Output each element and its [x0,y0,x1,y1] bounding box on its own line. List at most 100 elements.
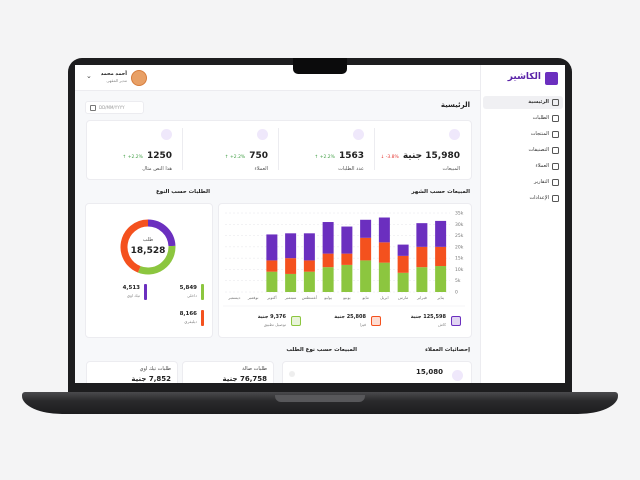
stat-row: 750 ↑ +2.2% [225,151,268,161]
stat-icon [257,129,268,140]
menu-label: التصنيفات [528,147,549,153]
menu-label: العملاء [535,163,549,169]
stats-panel [86,120,472,180]
summary-label: توصيل تطبيق [263,322,286,327]
pie-chart-title: الطلبات حسب النوع [155,189,210,195]
legend-value: 4,513 [122,285,140,291]
donut-segment [147,219,176,247]
customer-stats-title: إحصائيات العملاء [425,347,470,353]
change-arrow: ↑ [122,155,128,160]
screen: الكاشير الرئيسية الطلبات المنتجات التصنيفات… [75,65,565,383]
order-type-value: 76,758 جنية [222,375,267,383]
donut-segment [137,245,176,275]
menu-icon [552,163,559,170]
bar-segment [378,262,390,292]
brand-name: الكاشير [507,72,541,82]
date-placeholder: DD/MM/YYYY [99,105,125,110]
sidebar: الكاشير الرئيسية الطلبات المنتجات التصنيفات… [480,65,565,383]
stat-row: 15,980 جنية ↓ -3.8% [381,151,460,161]
donut-center-label: طلب [143,237,154,243]
stat-row: 1563 ↑ +2.2% [315,151,364,161]
x-tick-label: يونيو [342,295,351,300]
summary-value: 9,376 جنية [257,314,286,320]
bar-segment [416,267,428,292]
change-arrow: ↑ [224,155,230,160]
legend-value: 8,166 [179,311,197,317]
stat-divider [278,128,279,170]
brand-logo [545,72,558,85]
date-input[interactable]: DD/MM/YYYY [85,101,144,114]
sales-by-type-title: المبيعات حسب نوع الطلب [286,347,357,353]
stat-change: ↑ +2.2% [123,155,143,160]
menu-icon [552,115,559,122]
summary-value: 25,808 جنية [334,314,366,320]
x-tick-label: نوفمبر [247,295,259,300]
x-tick-label: ديسمبر [227,295,240,300]
y-tick-label: 20k [455,244,464,250]
x-tick-label: يوليو [323,295,332,300]
y-tick-label: 25k [455,233,464,239]
menu-label: المنتجات [530,131,549,137]
bar-segment [397,255,409,273]
bar-segment [285,258,297,274]
bar-segment [341,226,353,254]
user-avatar[interactable] [131,70,147,86]
calendar-icon [90,105,96,111]
bar-segment [303,271,315,292]
stat-change: ↑ +2.2% [315,155,335,160]
menu-item[interactable]: العملاء [483,160,563,173]
y-tick-label: 10k [455,267,464,273]
laptop-hinge [275,395,365,402]
donut-center-value: 18,528 [131,246,166,256]
menu-label: التقارير [533,179,549,185]
user-role: مدير المقهى [106,78,127,83]
stat-label: المبيعات [442,166,460,172]
bar-segment [416,246,428,268]
bar-segment [285,233,297,259]
page-title: الرئيسية [440,101,470,109]
menu-label: الرئيسية [528,99,549,105]
menu-item[interactable]: المنتجات [483,128,563,141]
bar-segment [378,217,390,243]
x-tick-label: فبراير [416,295,427,300]
x-tick-label: أكتوبر [266,295,277,300]
order-type-value: 7,852 جنية [131,375,171,383]
change-text: -3.8% [385,155,399,160]
menu-icon [552,131,559,138]
bar-chart-title: المبيعات حسب الشهر [411,189,470,195]
menu-icon [552,179,559,186]
bar-segment [397,244,409,256]
stat-icon [449,129,460,140]
bar-segment [397,272,409,292]
bar-segment [435,246,447,267]
bar-segment [341,253,353,265]
donut-segment [120,219,149,273]
order-type-card: طلبات صالة 76,758 جنية [182,361,274,383]
legend-value: 5,849 [179,285,197,291]
menu-item[interactable]: التقارير [483,176,563,189]
menu-item[interactable]: الإعدادات [483,192,563,205]
chart-layer: 0 5k 10k 15k 20k 25k 30k 35k يناير فبراير مارس ابري… [120,211,465,307]
dropdown-arrow[interactable]: ⌄ [86,72,92,80]
info-icon [289,371,295,377]
summary-icon [451,316,461,326]
y-tick-label: 30k [455,222,464,228]
menu-item[interactable]: التصنيفات [483,144,563,157]
bar-segment [360,219,372,238]
x-tick-label: أغسطس [302,295,317,300]
legend-bar [201,310,204,326]
top-bar: ⌄ أحمد محمد مدير المقهى [75,65,480,91]
bar-segment [303,233,315,261]
x-tick-label: يناير [436,295,444,300]
summary-label: كاش [437,322,446,327]
stat-divider [374,128,375,170]
summary-label: فيزا [359,322,366,327]
menu-label: الطلبات [532,115,549,121]
user-name: أحمد محمد [100,71,127,77]
menu-item[interactable]: الطلبات [483,112,563,125]
stat-value: 1563 [338,151,364,161]
change-arrow: ↑ [314,155,320,160]
menu-item[interactable]: الرئيسية [483,96,563,109]
